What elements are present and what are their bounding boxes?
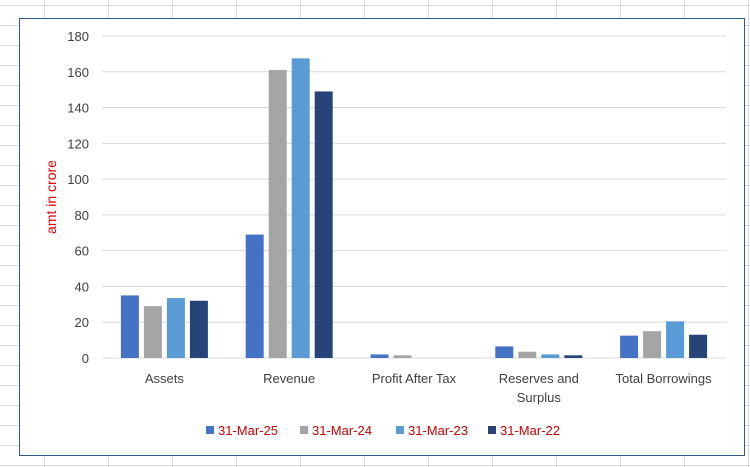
bar	[143, 306, 162, 358]
bar	[689, 334, 708, 358]
y-tick-label: 80	[75, 208, 89, 223]
bar	[620, 335, 639, 358]
legend-swatch	[206, 426, 214, 434]
y-tick-label: 160	[67, 65, 89, 80]
legend-swatch	[300, 426, 308, 434]
bar	[166, 298, 185, 358]
legend-label: 31-Mar-24	[312, 423, 372, 438]
legend: 31-Mar-25 31-Mar-24 31-Mar-23 31-Mar-22	[206, 423, 560, 438]
bar	[268, 69, 287, 358]
bar	[643, 331, 662, 358]
y-tick-labels: 0 20 40 60 80 100 120 140 160 180	[67, 29, 89, 366]
legend-label: 31-Mar-23	[408, 423, 468, 438]
bar	[245, 234, 264, 358]
bar	[393, 355, 412, 358]
bar	[314, 91, 333, 358]
bar	[541, 354, 560, 358]
bar-chart: 0 20 40 60 80 100 120 140 160 180 Assets Revenue Pr…	[43, 29, 726, 438]
y-tick-label: 180	[67, 29, 89, 44]
y-axis-label: amt in crore	[43, 160, 59, 234]
bar	[564, 355, 583, 358]
x-category-label: Surplus	[517, 390, 562, 405]
x-category-label: Revenue	[263, 371, 315, 386]
legend-label: 31-Mar-25	[218, 423, 278, 438]
x-category-label: Reserves and	[499, 371, 579, 386]
y-tick-label: 40	[75, 279, 89, 294]
x-category-label: Total Borrowings	[616, 371, 713, 386]
x-category-label: Profit After Tax	[372, 371, 457, 386]
chart-frame: 0 20 40 60 80 100 120 140 160 180 Assets Revenue Pr…	[19, 18, 745, 456]
y-tick-label: 60	[75, 244, 89, 259]
bar	[495, 346, 514, 358]
bar	[120, 295, 139, 358]
y-tick-label: 120	[67, 136, 89, 151]
legend-label: 31-Mar-22	[500, 423, 560, 438]
bars	[120, 58, 708, 358]
y-tick-label: 140	[67, 101, 89, 116]
bar	[291, 58, 310, 358]
y-tick-label: 20	[75, 315, 89, 330]
bar	[370, 354, 389, 358]
y-tick-label: 0	[82, 351, 89, 366]
category-labels: Assets Revenue Profit After Tax Reserves an…	[145, 371, 712, 405]
bar	[189, 300, 208, 358]
x-category-label: Assets	[145, 371, 185, 386]
bar	[518, 351, 537, 358]
legend-swatch	[396, 426, 404, 434]
y-tick-label: 100	[67, 172, 89, 187]
legend-swatch	[488, 426, 496, 434]
bar	[666, 321, 685, 358]
